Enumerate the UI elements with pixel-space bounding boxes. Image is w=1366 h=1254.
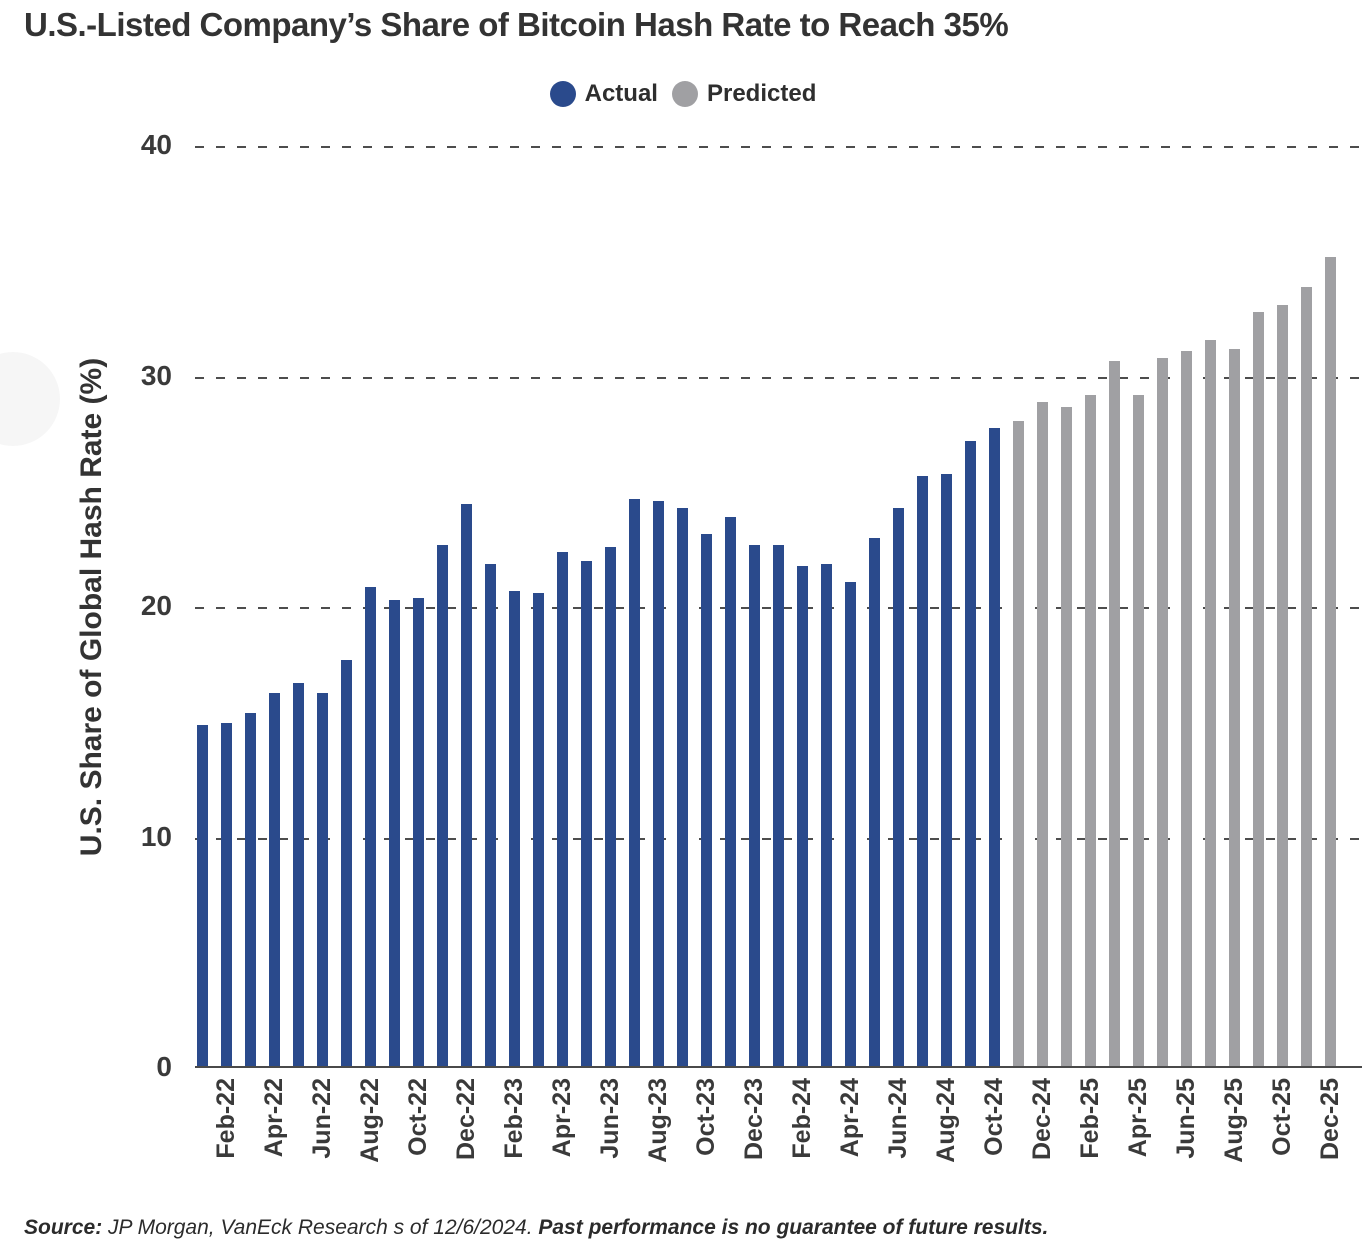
faint-edge-artifact bbox=[0, 352, 60, 446]
bar-actual bbox=[868, 538, 880, 1066]
gridline-30 bbox=[195, 376, 1362, 379]
x-tick-label: Oct-22 bbox=[404, 1078, 432, 1156]
x-tick-label: Apr-23 bbox=[548, 1078, 576, 1158]
x-tick-label: Aug-25 bbox=[1220, 1078, 1248, 1163]
bar-predicted bbox=[1324, 256, 1336, 1066]
bar-actual bbox=[676, 508, 688, 1066]
bar-predicted bbox=[1300, 286, 1312, 1066]
source-disclaimer: Past performance is no guarantee of futu… bbox=[538, 1216, 1049, 1239]
bar-actual bbox=[772, 545, 784, 1066]
bar-actual bbox=[196, 724, 208, 1066]
bar-actual bbox=[220, 722, 232, 1066]
bar-predicted bbox=[1036, 402, 1048, 1066]
bar-actual bbox=[604, 547, 616, 1066]
bar-actual bbox=[388, 600, 400, 1066]
y-tick-label: 20 bbox=[140, 590, 172, 621]
x-tick-label: Dec-23 bbox=[740, 1078, 768, 1160]
bar-actual bbox=[244, 713, 256, 1066]
bar-predicted bbox=[1108, 360, 1120, 1066]
bar-actual bbox=[988, 427, 1000, 1066]
x-tick-label: Oct-23 bbox=[692, 1078, 720, 1156]
bar-actual bbox=[796, 565, 808, 1066]
bar-actual bbox=[292, 683, 304, 1066]
bar-predicted bbox=[1132, 395, 1144, 1066]
bar-predicted bbox=[1156, 358, 1168, 1066]
x-tick-label: Dec-25 bbox=[1316, 1078, 1344, 1160]
x-tick-label: Feb-22 bbox=[212, 1078, 240, 1159]
x-tick-label: Feb-23 bbox=[500, 1078, 528, 1159]
x-tick-label: Apr-25 bbox=[1124, 1078, 1152, 1158]
x-tick-label: Jun-23 bbox=[596, 1078, 624, 1159]
x-tick-label: Jun-24 bbox=[884, 1078, 912, 1159]
bar-actual bbox=[724, 517, 736, 1066]
legend-label-predicted: Predicted bbox=[706, 80, 817, 107]
bar-actual bbox=[940, 473, 952, 1066]
x-tick-label: Jun-22 bbox=[308, 1078, 336, 1159]
bar-predicted bbox=[1012, 420, 1024, 1066]
bar-actual bbox=[652, 501, 664, 1066]
legend-item-actual: Actual bbox=[549, 80, 658, 108]
legend: Actual Predicted bbox=[0, 80, 1366, 108]
bar-actual bbox=[964, 441, 976, 1066]
bar-actual bbox=[556, 552, 568, 1066]
x-tick-label: Jun-25 bbox=[1172, 1078, 1200, 1159]
gridline-40 bbox=[195, 146, 1362, 148]
bar-predicted bbox=[1204, 339, 1216, 1066]
bar-actual bbox=[700, 533, 712, 1066]
x-tick-label: Aug-23 bbox=[644, 1078, 672, 1163]
bar-predicted bbox=[1276, 305, 1288, 1066]
bar-predicted bbox=[1180, 351, 1192, 1066]
y-tick-label: 10 bbox=[140, 820, 172, 852]
bar-actual bbox=[436, 545, 448, 1066]
plot-area bbox=[195, 146, 1362, 1068]
source-text: JP Morgan, VanEck Research s of 12/6/202… bbox=[102, 1216, 539, 1239]
x-tick-label: Apr-22 bbox=[260, 1078, 288, 1158]
bar-actual bbox=[364, 586, 376, 1066]
y-tick-label: 40 bbox=[140, 129, 172, 160]
bar-actual bbox=[628, 498, 640, 1066]
bar-actual bbox=[532, 593, 544, 1066]
y-tick-label: 30 bbox=[140, 359, 172, 391]
bar-predicted bbox=[1228, 349, 1240, 1066]
x-tick-label: Aug-24 bbox=[932, 1078, 960, 1163]
x-tick-label: Aug-22 bbox=[356, 1078, 384, 1163]
source-line: Source: JP Morgan, VanEck Research s of … bbox=[24, 1216, 1048, 1240]
y-tick-label: 0 bbox=[156, 1051, 172, 1082]
legend-item-predicted: Predicted bbox=[671, 80, 817, 108]
bar-actual bbox=[268, 692, 280, 1066]
x-tick-label: Dec-24 bbox=[1028, 1078, 1056, 1160]
bar-actual bbox=[892, 508, 904, 1066]
bar-actual bbox=[580, 561, 592, 1066]
bar-actual bbox=[412, 598, 424, 1066]
chart-title: U.S.-Listed Company’s Share of Bitcoin H… bbox=[24, 6, 1009, 43]
bar-actual bbox=[340, 660, 352, 1066]
bar-actual bbox=[820, 563, 832, 1066]
bar-predicted bbox=[1060, 406, 1072, 1066]
legend-label-actual: Actual bbox=[584, 80, 658, 107]
bar-actual bbox=[484, 563, 496, 1066]
x-tick-label: Oct-24 bbox=[980, 1078, 1008, 1156]
legend-dot-actual-icon bbox=[549, 81, 576, 107]
bar-actual bbox=[460, 503, 472, 1066]
x-tick-label: Feb-25 bbox=[1076, 1078, 1104, 1159]
bar-actual bbox=[844, 581, 856, 1066]
bar-actual bbox=[508, 591, 520, 1066]
legend-dot-predicted-icon bbox=[671, 81, 698, 107]
bar-actual bbox=[748, 545, 760, 1066]
bar-predicted bbox=[1252, 312, 1264, 1066]
x-tick-label: Feb-24 bbox=[788, 1078, 816, 1159]
x-tick-label: Dec-22 bbox=[452, 1078, 480, 1160]
x-axis-line bbox=[195, 1066, 1362, 1068]
bar-actual bbox=[316, 692, 328, 1066]
bar-actual bbox=[916, 475, 928, 1066]
source-label: Source: bbox=[24, 1216, 103, 1239]
bar-predicted bbox=[1084, 395, 1096, 1066]
x-tick-label: Oct-25 bbox=[1268, 1078, 1296, 1156]
x-tick-label: Apr-24 bbox=[836, 1078, 864, 1158]
